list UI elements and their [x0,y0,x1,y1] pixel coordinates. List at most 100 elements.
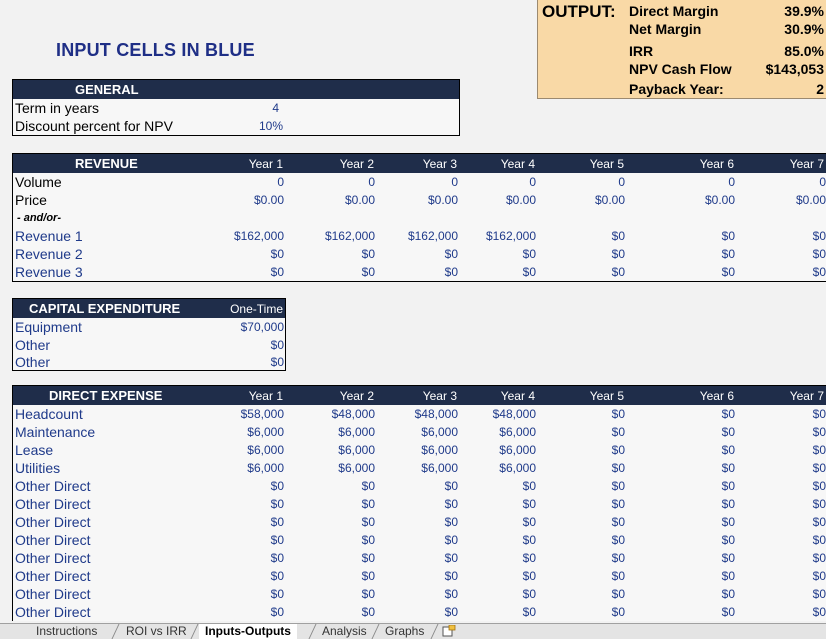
direct-expense-cell[interactable]: $6,000 [247,443,284,457]
direct-expense-cell[interactable]: $0 [812,497,826,511]
direct-expense-cell[interactable]: $0 [721,443,735,457]
direct-expense-cell[interactable]: $0 [361,569,375,583]
revenue-cell[interactable]: $0 [522,265,536,279]
tab-analysis[interactable]: Analysis [322,624,367,638]
direct-expense-cell[interactable]: $0 [812,551,826,565]
direct-expense-cell[interactable]: $0 [444,497,458,511]
output-net-margin[interactable]: Net Margin 30.9% [629,21,824,37]
price-cell[interactable]: $0.00 [704,193,735,207]
direct-expense-cell[interactable]: $0 [270,533,284,547]
revenue-cell[interactable]: $0 [721,265,735,279]
tab-roi-vs-irr[interactable]: ROI vs IRR [126,624,187,638]
direct-expense-cell[interactable]: $0 [812,407,826,421]
direct-expense-cell[interactable]: $48,000 [331,407,375,421]
revenue-cell[interactable]: $0 [361,247,375,261]
output-irr[interactable]: IRR 85.0% [629,43,824,59]
direct-expense-cell[interactable]: $0 [270,479,284,493]
term-in-years-cell[interactable]: 4 [272,101,279,115]
direct-expense-cell[interactable]: $0 [611,605,625,619]
direct-expense-cell[interactable]: $0 [721,515,735,529]
capex-cell[interactable]: $70,000 [240,320,284,334]
direct-expense-cell[interactable]: $0 [270,587,284,601]
direct-expense-cell[interactable]: $0 [721,587,735,601]
price-cell[interactable]: $0.00 [253,193,284,207]
direct-expense-cell[interactable]: $0 [611,497,625,511]
price-cell[interactable]: $0.00 [427,193,458,207]
direct-expense-cell[interactable]: $0 [361,479,375,493]
direct-expense-cell[interactable]: $6,000 [499,425,536,439]
direct-expense-cell[interactable]: $0 [361,533,375,547]
direct-expense-cell[interactable]: $0 [611,533,625,547]
revenue-cell[interactable]: $162,000 [407,229,458,243]
direct-expense-cell[interactable]: $0 [444,587,458,601]
revenue-cell[interactable]: $0 [270,265,284,279]
direct-expense-cell[interactable]: $0 [522,533,536,547]
revenue-cell[interactable]: $0 [444,247,458,261]
direct-expense-cell[interactable]: $0 [522,551,536,565]
revenue-cell[interactable]: $0 [270,247,284,261]
direct-expense-cell[interactable]: $6,000 [338,425,375,439]
price-cell[interactable]: $0.00 [594,193,625,207]
volume-cell[interactable]: 0 [451,175,458,189]
direct-expense-cell[interactable]: $0 [812,533,826,547]
direct-expense-cell[interactable]: $0 [611,443,625,457]
direct-expense-cell[interactable]: $0 [721,605,735,619]
direct-expense-cell[interactable]: $6,000 [421,425,458,439]
direct-expense-cell[interactable]: $0 [812,569,826,583]
output-payback-year[interactable]: Payback Year: 2 [629,81,824,97]
revenue-cell[interactable]: $0 [812,247,826,261]
revenue-cell[interactable]: $0 [611,247,625,261]
direct-expense-cell[interactable]: $6,000 [338,461,375,475]
direct-expense-cell[interactable]: $0 [270,569,284,583]
direct-expense-cell[interactable]: $0 [270,605,284,619]
direct-expense-cell[interactable]: $0 [812,461,826,475]
revenue-cell[interactable]: $0 [721,229,735,243]
direct-expense-cell[interactable]: $6,000 [247,461,284,475]
price-cell[interactable]: $0.00 [344,193,375,207]
revenue-cell[interactable]: $0 [611,229,625,243]
revenue-cell[interactable]: $0 [812,229,826,243]
direct-expense-cell[interactable]: $48,000 [414,407,458,421]
direct-expense-cell[interactable]: $6,000 [247,425,284,439]
direct-expense-cell[interactable]: $0 [721,461,735,475]
direct-expense-cell[interactable]: $6,000 [421,443,458,457]
tab-inputs-outputs[interactable]: Inputs-Outputs [199,624,297,639]
tab-graphs[interactable]: Graphs [385,624,425,638]
capex-cell[interactable]: $0 [270,355,284,369]
direct-expense-cell[interactable]: $0 [361,515,375,529]
revenue-cell[interactable]: $162,000 [233,229,284,243]
direct-expense-cell[interactable]: $0 [812,425,826,439]
direct-expense-cell[interactable]: $0 [611,515,625,529]
price-cell[interactable]: $0.00 [795,193,826,207]
direct-expense-cell[interactable]: $0 [721,569,735,583]
direct-expense-cell[interactable]: $0 [444,551,458,565]
direct-expense-cell[interactable]: $0 [812,605,826,619]
direct-expense-cell[interactable]: $0 [812,443,826,457]
direct-expense-cell[interactable]: $0 [522,587,536,601]
direct-expense-cell[interactable]: $58,000 [240,407,284,421]
direct-expense-cell[interactable]: $0 [444,533,458,547]
direct-expense-cell[interactable]: $0 [611,479,625,493]
direct-expense-cell[interactable]: $0 [522,605,536,619]
direct-expense-cell[interactable]: $0 [522,569,536,583]
direct-expense-cell[interactable]: $0 [611,461,625,475]
capex-cell[interactable]: $0 [270,338,284,352]
direct-expense-cell[interactable]: $0 [721,479,735,493]
direct-expense-cell[interactable]: $0 [270,497,284,511]
direct-expense-cell[interactable]: $0 [611,407,625,421]
direct-expense-cell[interactable]: $0 [361,497,375,511]
volume-cell[interactable]: 0 [618,175,625,189]
direct-expense-cell[interactable]: $0 [721,407,735,421]
direct-expense-cell[interactable]: $0 [270,515,284,529]
revenue-cell[interactable]: $0 [522,247,536,261]
direct-expense-cell[interactable]: $0 [611,551,625,565]
volume-cell[interactable]: 0 [277,175,284,189]
direct-expense-cell[interactable]: $0 [812,587,826,601]
direct-expense-cell[interactable]: $0 [361,605,375,619]
direct-expense-cell[interactable]: $0 [444,515,458,529]
direct-expense-cell[interactable]: $0 [270,551,284,565]
direct-expense-cell[interactable]: $0 [522,515,536,529]
direct-expense-cell[interactable]: $0 [611,425,625,439]
volume-cell[interactable]: 0 [728,175,735,189]
discount-percent-cell[interactable]: 10% [258,119,283,133]
